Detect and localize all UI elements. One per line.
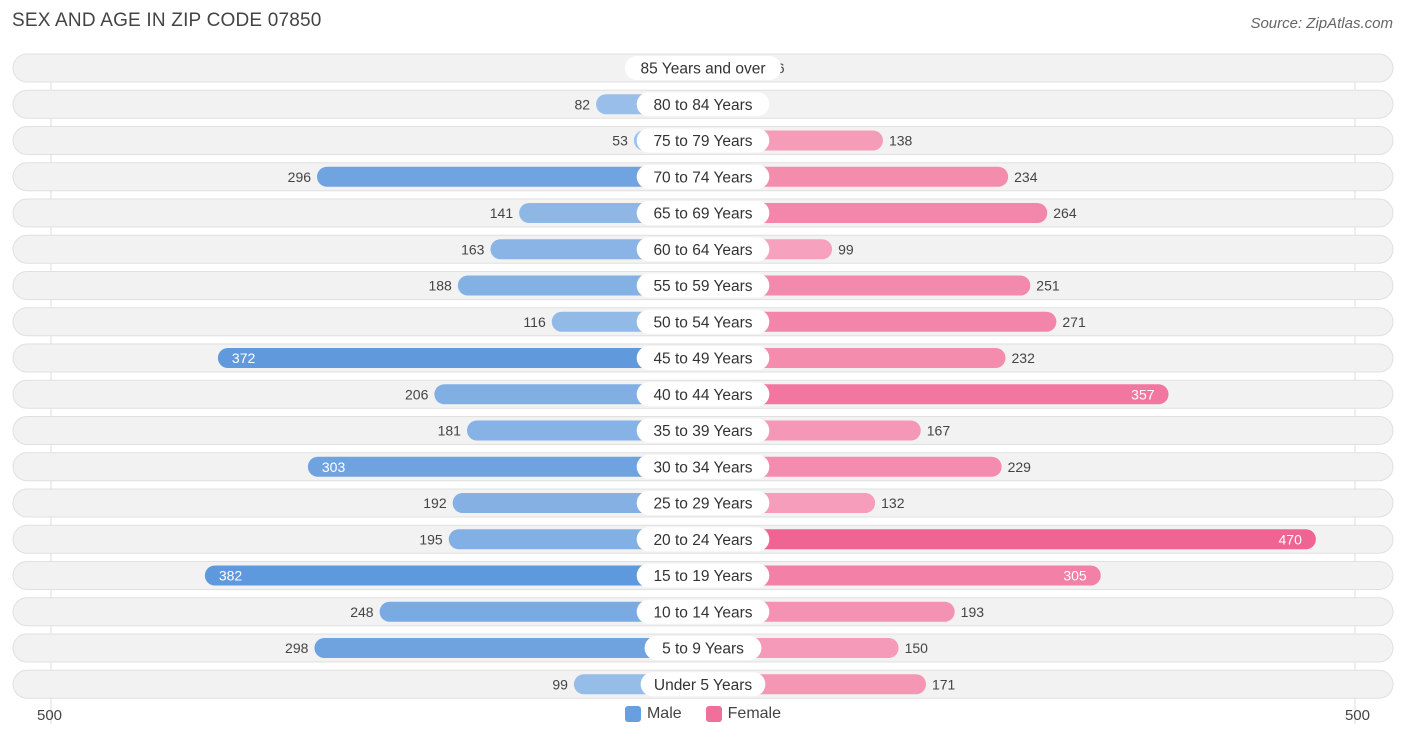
female-value-label: 132 (881, 495, 905, 511)
category-label: 70 to 74 Years (653, 169, 752, 186)
male-value-label: 192 (423, 495, 447, 511)
chart-title: SEX AND AGE IN ZIP CODE 07850 (12, 10, 322, 31)
female-value-label: 251 (1036, 278, 1060, 294)
category-label: 75 to 79 Years (653, 133, 752, 150)
female-value-label: 193 (961, 604, 985, 620)
female-bar (703, 203, 1048, 223)
male-value-label: 382 (219, 568, 243, 584)
female-value-label: 234 (1014, 169, 1038, 185)
category-label-background (636, 418, 770, 443)
legend-male-label: Male (646, 705, 682, 722)
female-value-label: 271 (1062, 314, 1086, 330)
male-value-label: 206 (405, 386, 429, 402)
female-bar (703, 384, 1169, 405)
category-label: 20 to 24 Years (653, 532, 752, 549)
female-value-label: 232 (1012, 350, 1036, 366)
female-value-label: 470 (1279, 531, 1303, 547)
male-value-label: 181 (438, 423, 462, 439)
female-value-label: 171 (932, 676, 956, 692)
legend-item-female[interactable]: Female (705, 705, 782, 723)
male-bar (314, 638, 703, 658)
female-value-label: 150 (905, 640, 929, 656)
female-bar (703, 275, 1031, 296)
category-label-background (636, 491, 770, 515)
category-label: 30 to 34 Years (653, 459, 752, 476)
female-bar (703, 529, 1316, 550)
category-label-background (636, 92, 770, 117)
category-label-background (636, 346, 770, 370)
category-label: 25 to 29 Years (653, 496, 752, 513)
male-value-label: 163 (461, 241, 485, 257)
female-value-label: 99 (838, 241, 854, 257)
category-label: 55 to 59 Years (653, 278, 752, 295)
male-bar (307, 456, 703, 477)
category-label-background (636, 527, 770, 552)
legend-female-label: Female (727, 705, 782, 722)
female-value-label: 305 (1063, 568, 1087, 584)
category-label: 35 to 39 Years (653, 423, 752, 440)
male-swatch (624, 706, 641, 722)
category-label: 45 to 49 Years (653, 351, 752, 368)
category-label: Under 5 Years (654, 677, 752, 694)
category-label: 85 Years and over (641, 61, 766, 78)
category-label-background (624, 56, 782, 80)
female-value-label: 138 (889, 133, 913, 149)
male-value-label: 99 (552, 676, 568, 692)
female-bar (703, 565, 1101, 586)
category-label: 50 to 54 Years (653, 314, 752, 331)
category-label: 15 to 19 Years (653, 568, 752, 585)
male-value-label: 82 (574, 96, 590, 112)
female-bar (703, 348, 1006, 368)
category-label-background (636, 237, 770, 262)
category-label: 10 to 14 Years (653, 604, 752, 621)
female-swatch (705, 706, 722, 722)
legend-item-male[interactable]: Male (624, 705, 682, 723)
category-label: 60 to 64 Years (653, 242, 752, 259)
category-label: 65 to 69 Years (653, 206, 752, 223)
female-value-label: 264 (1053, 205, 1077, 221)
category-label: 40 to 44 Years (653, 387, 752, 404)
axis-right-label: 500 (1344, 707, 1370, 724)
category-label: 80 to 84 Years (653, 97, 752, 114)
male-value-label: 248 (350, 604, 374, 620)
female-value-label: 357 (1131, 386, 1155, 402)
category-label-background (636, 164, 770, 189)
axis-left-label: 500 (37, 707, 63, 724)
female-bar (703, 311, 1057, 332)
category-label-background (636, 309, 770, 334)
category-label-background (636, 128, 770, 153)
category-label-background (636, 454, 770, 479)
category-label: 5 to 9 Years (662, 641, 744, 658)
male-value-label: 303 (322, 459, 346, 475)
male-value-label: 141 (490, 205, 514, 221)
category-label-background (636, 563, 770, 588)
male-value-label: 53 (612, 133, 628, 149)
female-value-label: 229 (1008, 459, 1032, 475)
category-label-background (644, 636, 762, 660)
male-bar (434, 384, 703, 405)
male-value-label: 188 (428, 278, 452, 294)
category-label-background (640, 672, 766, 697)
male-bar (317, 166, 703, 187)
category-label-background (636, 382, 770, 407)
category-label-background (636, 599, 770, 624)
female-bar (703, 456, 1002, 477)
male-bar (379, 601, 703, 622)
female-bar (703, 166, 1009, 187)
category-label-background (636, 273, 770, 298)
source-label: Source: ZipAtlas.com (1250, 15, 1393, 32)
female-value-label: 167 (927, 423, 951, 439)
legend: Male Female (0, 705, 1406, 723)
male-value-label: 195 (419, 531, 443, 547)
male-value-label: 116 (523, 314, 546, 330)
male-bar (217, 348, 704, 368)
male-value-label: 372 (232, 350, 256, 366)
category-label-background (636, 201, 770, 225)
male-bar (204, 565, 703, 586)
male-value-label: 298 (285, 640, 309, 656)
male-value-label: 296 (288, 169, 312, 185)
